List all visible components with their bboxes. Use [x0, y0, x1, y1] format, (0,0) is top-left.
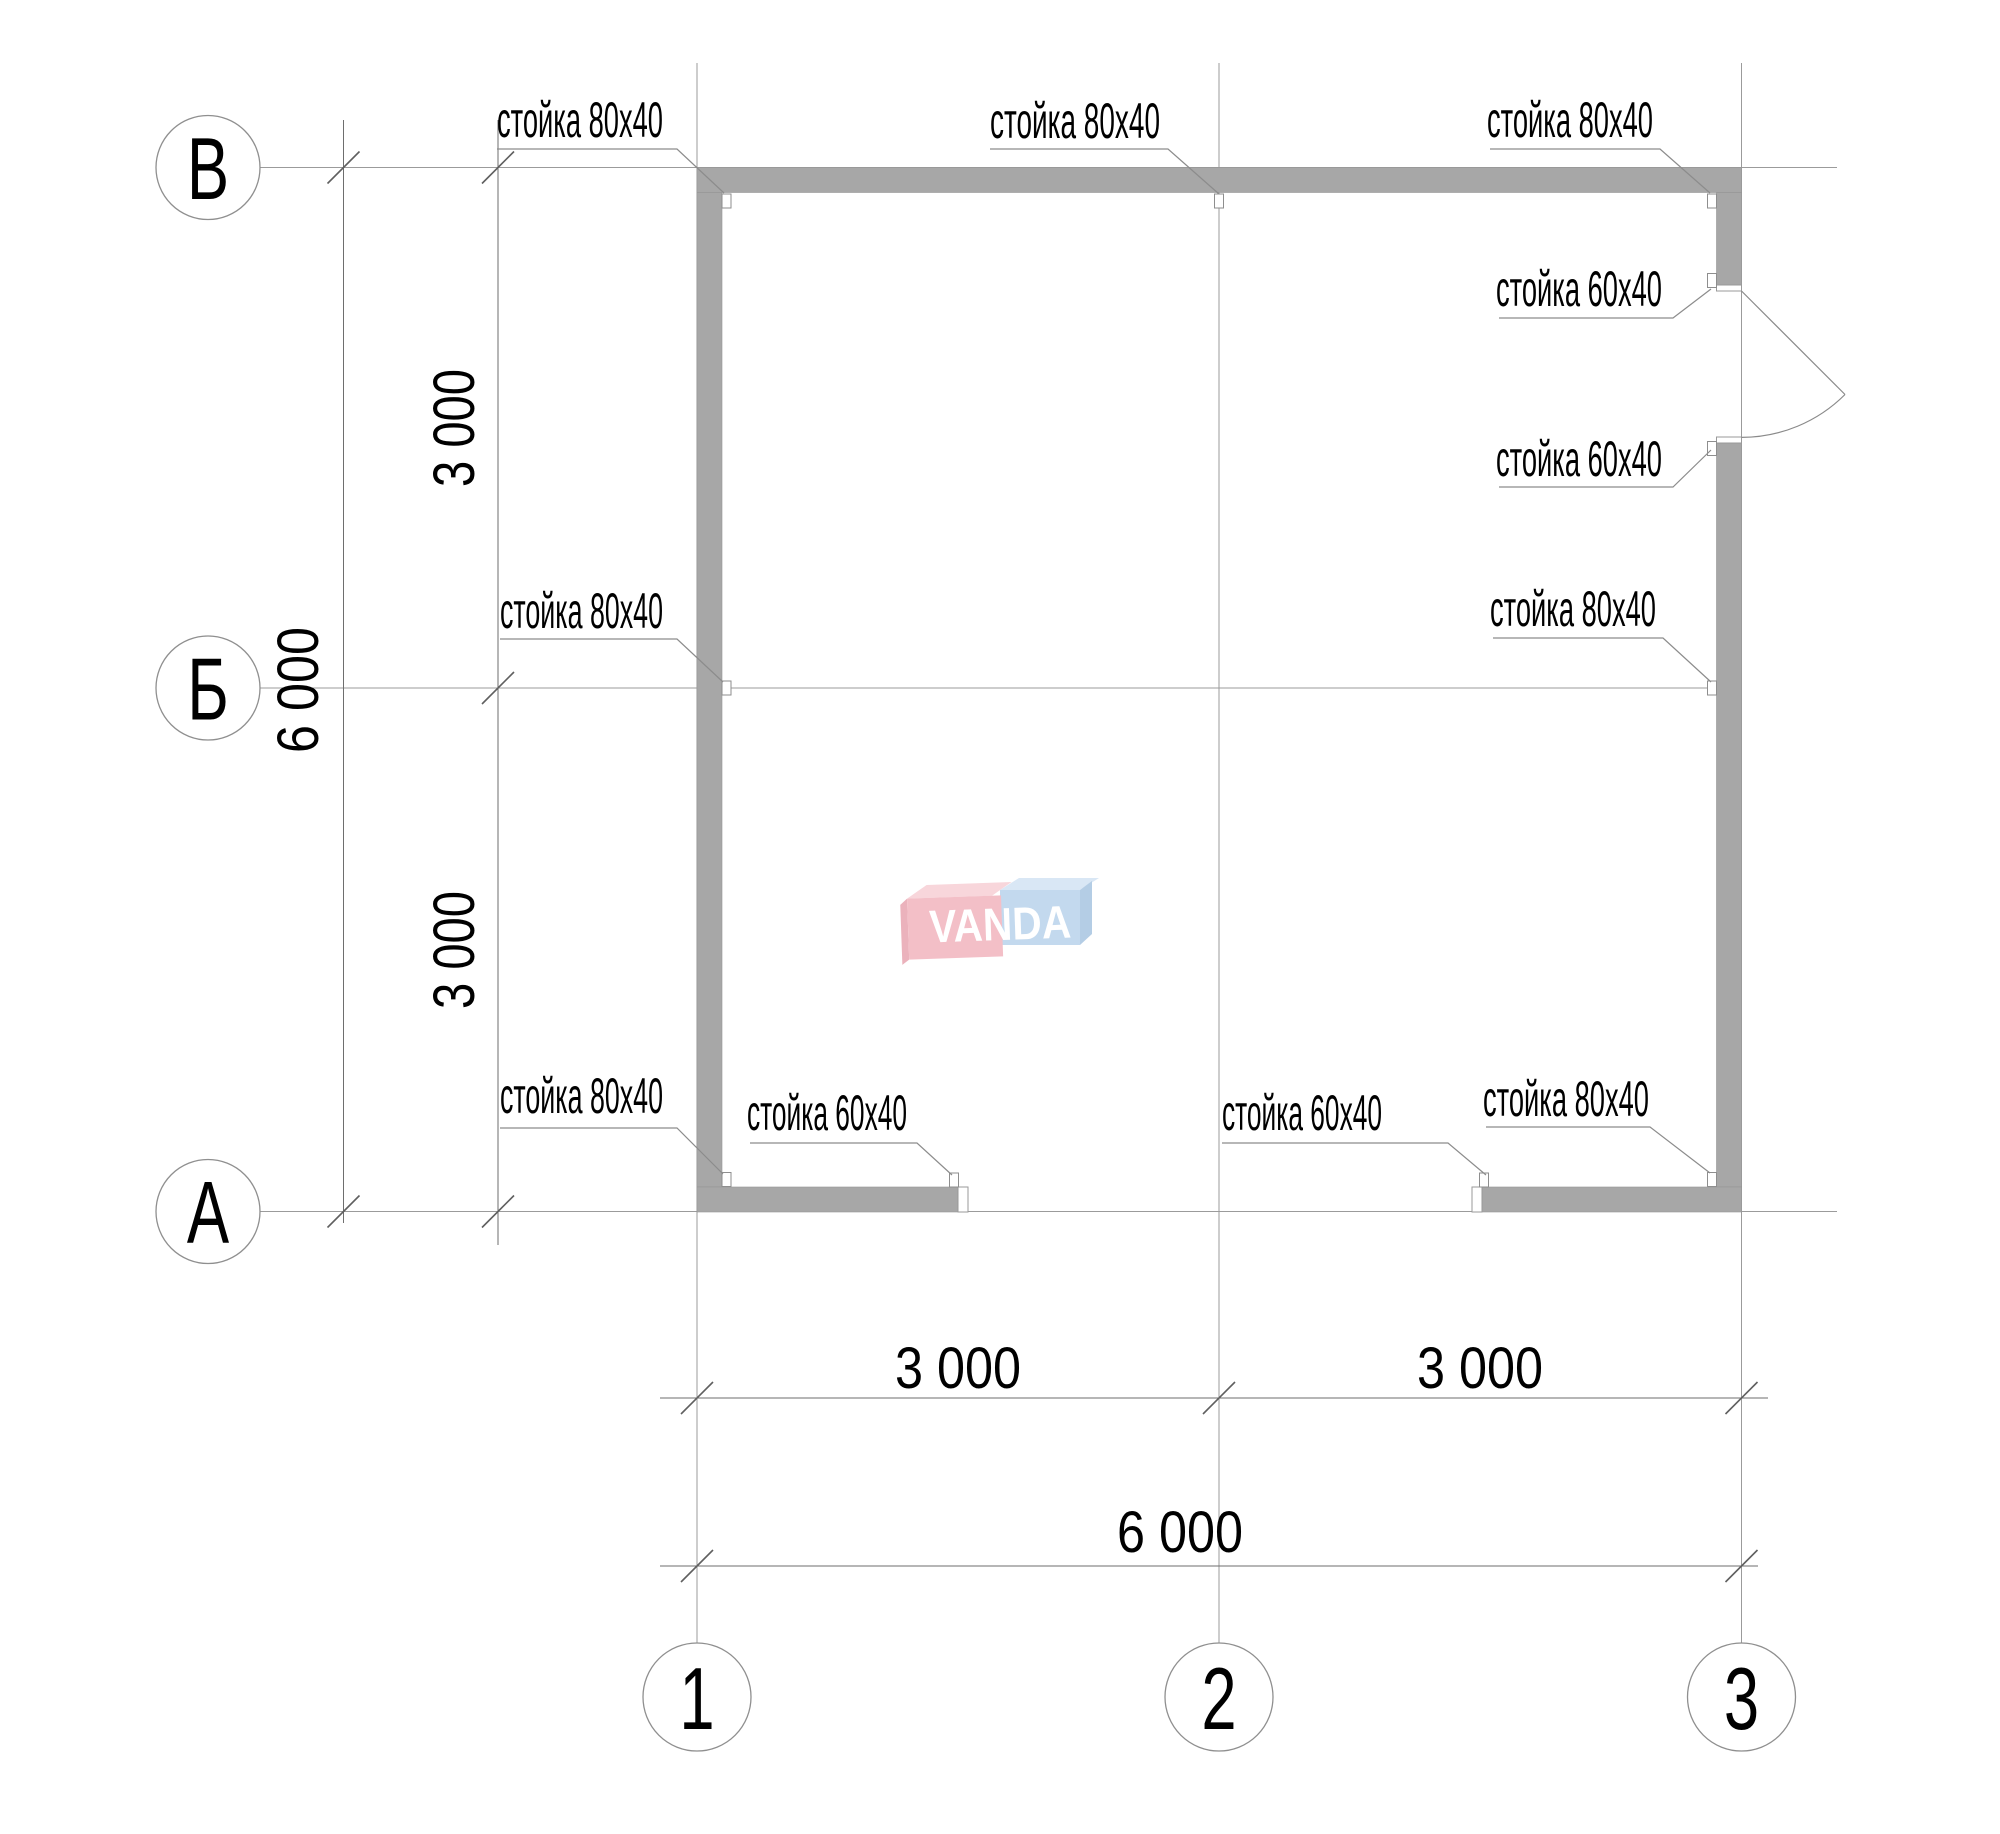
- axis-label-row-b: Б: [187, 641, 229, 739]
- tick: [1724, 1381, 1759, 1415]
- axis-markers-cols: 1 2 3: [642, 1642, 1797, 1752]
- door: [1741, 290, 1846, 438]
- dim-left-total: 6 000: [266, 627, 331, 753]
- walls: [696, 167, 1742, 1213]
- tick: [680, 1381, 714, 1415]
- callout-labels: стойка 80х40 стойка 80х40 стойка 80х40 с…: [497, 92, 1662, 1141]
- leader-bottom-opening-left: [750, 1142, 953, 1176]
- leader-top-middle: [990, 148, 1220, 195]
- tick: [481, 150, 515, 185]
- callout-label: стойка 60х40: [747, 1085, 907, 1141]
- wall-right-above-door: [1716, 192, 1742, 286]
- callout-label: стойка 60х40: [1496, 431, 1662, 487]
- door-swing-arc: [1741, 394, 1846, 438]
- leader-door-bottom: [1499, 449, 1712, 488]
- callout-leaders: [497, 148, 1712, 1176]
- tick: [680, 1549, 714, 1583]
- dimension-ticks: [326, 150, 1759, 1583]
- callout-label: стойка 60х40: [1496, 261, 1662, 317]
- callout-label: стойка 80х40: [1487, 92, 1653, 148]
- leader-left-middle: [500, 638, 724, 683]
- watermark-pink-box-front: [907, 895, 1004, 960]
- wall-bottom-right-segment: [1481, 1186, 1742, 1213]
- dim-left-upper: 3 000: [422, 369, 487, 487]
- watermark-pink-box-top: [907, 882, 1012, 899]
- callout-label: стойка 80х40: [500, 583, 663, 639]
- axis-circle-col-1: [642, 1642, 752, 1752]
- stud-door-top: [1707, 273, 1717, 288]
- watermark-pink-box: [900, 882, 1012, 965]
- dimension-texts: 3 000 3 000 6 000 3 000 3 000 6 000: [266, 369, 1543, 1565]
- axis-circle-row-v: [155, 114, 261, 221]
- watermark-blue-box-front: [1000, 890, 1080, 945]
- tick: [1724, 1549, 1759, 1583]
- bottom-opening-jamb-left: [957, 1186, 969, 1213]
- watermark-logo: VANDA: [900, 878, 1099, 965]
- tick: [481, 1194, 515, 1229]
- dim-bottom-left: 3 000: [895, 1336, 1021, 1401]
- studs: [721, 193, 1717, 1188]
- leader-right-middle: [1493, 637, 1712, 683]
- axis-label-row-v: В: [187, 121, 229, 219]
- axis-label-row-a: А: [187, 1165, 229, 1263]
- callout-label: стойка 80х40: [497, 92, 663, 148]
- watermark-blue-box-side: [1080, 881, 1092, 945]
- callout-label: стойка 80х40: [1483, 1071, 1649, 1127]
- axis-circle-col-3: [1686, 1642, 1797, 1752]
- dim-bottom-right: 3 000: [1417, 1336, 1543, 1401]
- dim-left-lower: 3 000: [422, 891, 487, 1009]
- stud-corner-3a: [1707, 1172, 1717, 1187]
- stud-3b: [1707, 680, 1717, 696]
- stud-bottom-opening-left: [949, 1172, 959, 1188]
- callout-label: стойка 80х40: [1490, 581, 1656, 637]
- wall-right-below-door: [1716, 442, 1742, 1188]
- watermark-text: VANDA: [928, 896, 1072, 953]
- dimension-lines: [343, 120, 1768, 1567]
- callout-label: стойка 60х40: [1222, 1085, 1382, 1141]
- dim-bottom-total: 6 000: [1117, 1500, 1243, 1565]
- axis-circle-col-2: [1164, 1642, 1274, 1752]
- stud-corner-1v: [721, 193, 732, 209]
- stud-door-bottom: [1707, 441, 1717, 456]
- callout-label: стойка 80х40: [500, 1068, 663, 1124]
- wall-left: [696, 192, 723, 1188]
- wall-bottom-left-segment: [696, 1186, 959, 1213]
- stud-1b: [721, 680, 732, 696]
- tick: [326, 150, 361, 185]
- stud-2v: [1214, 193, 1224, 209]
- tick: [1202, 1381, 1236, 1415]
- leader-bottom-left-corner: [500, 1127, 724, 1175]
- tick: [481, 671, 515, 705]
- leader-bottom-opening-right: [1222, 1142, 1487, 1176]
- axis-circle-row-a: [155, 1158, 261, 1265]
- watermark-blue-box-top: [1000, 878, 1099, 890]
- leader-bottom-right-corner: [1486, 1126, 1711, 1174]
- axis-markers-rows: В Б А: [155, 114, 261, 1265]
- watermark-pink-box-side: [900, 898, 910, 965]
- callout-label: стойка 80х40: [990, 93, 1160, 149]
- axis-circle-row-b: [155, 635, 261, 741]
- leader-door-top: [1499, 288, 1712, 319]
- bottom-opening-jamb-right: [1471, 1186, 1483, 1213]
- axis-label-col-1: 1: [679, 1651, 714, 1749]
- stud-corner-1a: [721, 1172, 732, 1187]
- tick: [326, 1194, 361, 1229]
- stud-corner-3v: [1707, 193, 1717, 209]
- axis-label-col-3: 3: [1724, 1651, 1759, 1749]
- door-leaf: [1741, 290, 1846, 395]
- door-jamb-bottom: [1716, 436, 1742, 444]
- leader-top-left: [497, 148, 725, 194]
- leader-top-right: [1490, 148, 1711, 194]
- stud-bottom-opening-right: [1479, 1172, 1489, 1188]
- axis-label-col-2: 2: [1201, 1651, 1236, 1749]
- door-jamb-top: [1716, 284, 1742, 292]
- wall-top: [696, 167, 1742, 193]
